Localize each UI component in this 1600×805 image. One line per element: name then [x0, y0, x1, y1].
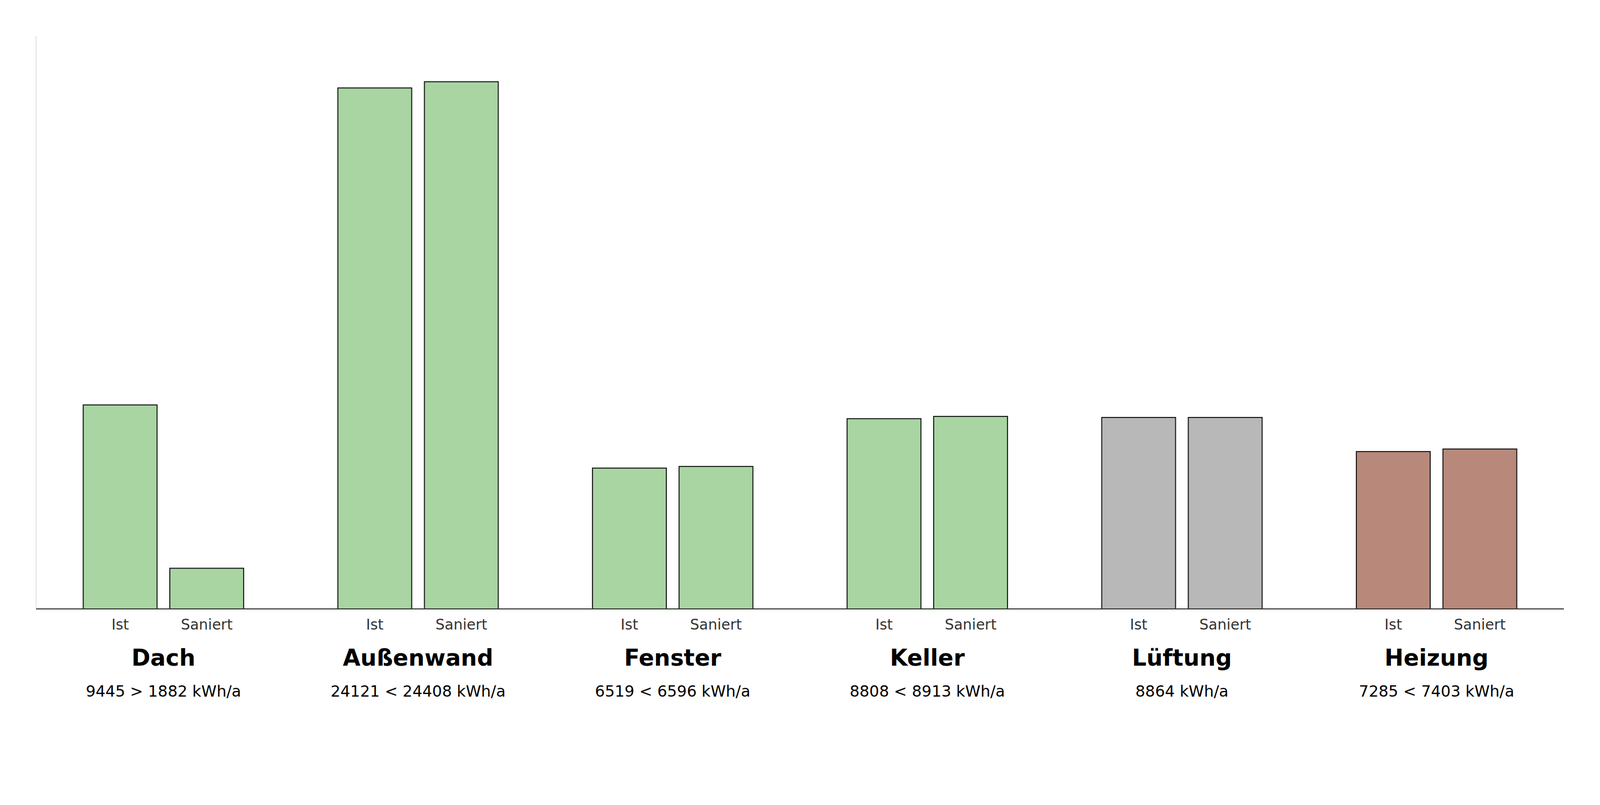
bar — [679, 466, 754, 610]
x-tick-label: Saniert — [690, 616, 742, 634]
bar — [169, 568, 244, 610]
group-label: Fenster — [624, 644, 722, 671]
x-tick-label: Ist — [620, 616, 639, 634]
x-tick-label: Ist — [1129, 616, 1148, 634]
annotation: 8864 kWh/a — [1135, 682, 1229, 701]
x-tick-label: Ist — [1384, 616, 1403, 634]
bars — [83, 81, 1517, 610]
bar — [1443, 449, 1517, 610]
x-axis-line — [36, 608, 1564, 610]
group-label: Außenwand — [342, 644, 493, 671]
annotation: 6519 < 6596 kWh/a — [595, 682, 751, 701]
x-tick-label: Saniert — [1453, 616, 1506, 634]
bar — [1101, 417, 1176, 610]
group-label: Heizung — [1384, 644, 1490, 671]
annotation: 8808 < 8913 kWh/a — [849, 682, 1005, 701]
chart-container: Ist Saniert Dach 9445 > 1882 kWh/a Ist Sanier… — [0, 0, 1600, 805]
group-label: Keller — [889, 644, 965, 671]
bar — [933, 416, 1008, 610]
bar — [592, 468, 667, 610]
bar — [424, 81, 499, 610]
annotation: 24121 < 24408 kWh/a — [330, 682, 506, 701]
annotation: 7285 < 7403 kWh/a — [1358, 682, 1515, 701]
x-tick-label: Saniert — [435, 616, 488, 634]
annotation: 9445 > 1882 kWh/a — [85, 682, 242, 701]
bar — [338, 87, 412, 610]
bar — [1356, 451, 1431, 610]
bar — [1188, 417, 1262, 610]
x-tick-label: Ist — [111, 616, 130, 634]
bar — [83, 405, 157, 610]
x-tick-label: Ist — [875, 616, 893, 634]
x-tick-label: Saniert — [1199, 616, 1252, 634]
x-tick-label: Ist — [365, 616, 384, 634]
bar — [846, 418, 921, 610]
x-tick-label: Saniert — [944, 616, 997, 634]
x-tick-label: Saniert — [180, 616, 233, 634]
group-label: Dach — [131, 644, 196, 671]
group-label: Lüftung — [1131, 644, 1232, 671]
chart-svg: Ist Saniert Dach 9445 > 1882 kWh/a Ist Sanier… — [0, 0, 1600, 805]
y-axis-line — [36, 36, 37, 610]
